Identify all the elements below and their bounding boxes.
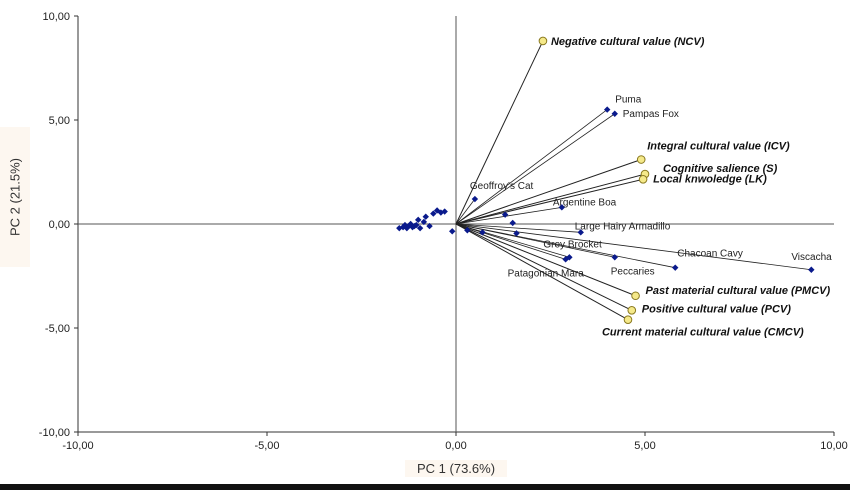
x-tick-label: 5,00 [634, 440, 655, 452]
vector-label: Past material cultural value (PMCV) [646, 285, 831, 297]
vector-endpoint [638, 174, 648, 184]
data-point [464, 227, 471, 234]
species-line [455, 223, 676, 269]
vector-endpoint [538, 36, 548, 46]
species-label: Viscacha [791, 252, 832, 263]
vector-label: Positive cultural value (PCV) [642, 303, 791, 315]
x-tick-label: -5,00 [254, 440, 279, 452]
y-tick-label: 5,00 [49, 115, 70, 127]
data-points [396, 36, 815, 324]
data-point [604, 106, 611, 113]
data-point [501, 211, 509, 218]
vector-label: Local knwoledge (LK) [653, 173, 767, 185]
y-tick-label: -10,00 [39, 427, 70, 439]
species-label: Chacoan Cavy [677, 249, 743, 260]
y-tick-label: 0,00 [49, 219, 70, 231]
vector-line [455, 173, 646, 225]
data-point [577, 229, 584, 236]
species-label: Puma [615, 95, 642, 106]
data-point [672, 264, 679, 271]
data-point [416, 224, 424, 232]
data-point [808, 266, 815, 273]
x-tick-label: 10,00 [820, 440, 848, 452]
species-line [455, 113, 615, 225]
data-point [441, 208, 448, 215]
species-line [455, 206, 562, 225]
vector-endpoint [636, 155, 646, 164]
data-point [396, 224, 403, 232]
x-tick-label: 0,00 [445, 440, 466, 452]
species-line [455, 223, 570, 258]
data-point [566, 254, 573, 261]
data-point [509, 219, 516, 227]
data-point [558, 204, 566, 211]
data-point [430, 210, 437, 217]
point-labels: Geoffroy's Cat Argentine Boa Large Hairy A… [470, 36, 832, 339]
data-point [611, 254, 618, 261]
data-point [479, 229, 486, 236]
vector-endpoint [627, 306, 637, 315]
data-point [413, 221, 420, 229]
data-point [449, 228, 456, 235]
vector-line [455, 223, 632, 311]
vector-line [455, 178, 644, 225]
y-tick-label: -5,00 [45, 323, 70, 335]
data-point [513, 230, 520, 237]
x-tick-label: -10,00 [62, 440, 93, 452]
vector-label: Integral cultural value (ICV) [647, 141, 790, 153]
vector-line [455, 223, 629, 321]
species-label: Peccaries [611, 266, 655, 277]
data-point [426, 222, 433, 230]
species-line [455, 223, 581, 233]
data-point [420, 218, 428, 226]
data-point [471, 195, 479, 203]
data-point [403, 224, 411, 232]
data-point [611, 110, 618, 117]
species-label: Patagonian Mara [508, 268, 585, 279]
vector-label: Current material cultural value (CMCV) [602, 327, 804, 339]
species-label: Geoffroy's Cat [470, 181, 534, 192]
species-label: Pampas Fox [623, 109, 679, 120]
vector-endpoint [623, 315, 633, 324]
bottom-border [0, 484, 850, 490]
vector-line [455, 159, 642, 225]
vector-line [455, 40, 544, 225]
data-point [562, 256, 569, 263]
species-label: Large Hairy Armadillo [575, 221, 671, 232]
vector-line [455, 223, 636, 297]
data-point [422, 213, 429, 220]
y-axis-title: PC 2 (21.5%) [7, 157, 23, 237]
species-line [455, 223, 566, 260]
species-line [455, 109, 608, 225]
vector-label: Negative cultural value (NCV) [551, 36, 705, 48]
data-point [415, 216, 422, 224]
y-axis-title-box: PC 2 (21.5%) [0, 127, 30, 267]
vector-label: Cognitive salience (S) [663, 163, 778, 175]
x-axis-title: PC 1 (73.6%) [405, 460, 508, 477]
species-label: Grey Brocket [543, 239, 602, 250]
species-line [455, 198, 476, 225]
species-label: Argentine Boa [553, 197, 617, 208]
axes: -10,00 -5,00 0,00 5,00 10,00 10,00 5,00 0,00 -5,… [39, 11, 848, 452]
vector-endpoint [631, 291, 640, 301]
y-tick-label: 10,00 [42, 11, 70, 23]
